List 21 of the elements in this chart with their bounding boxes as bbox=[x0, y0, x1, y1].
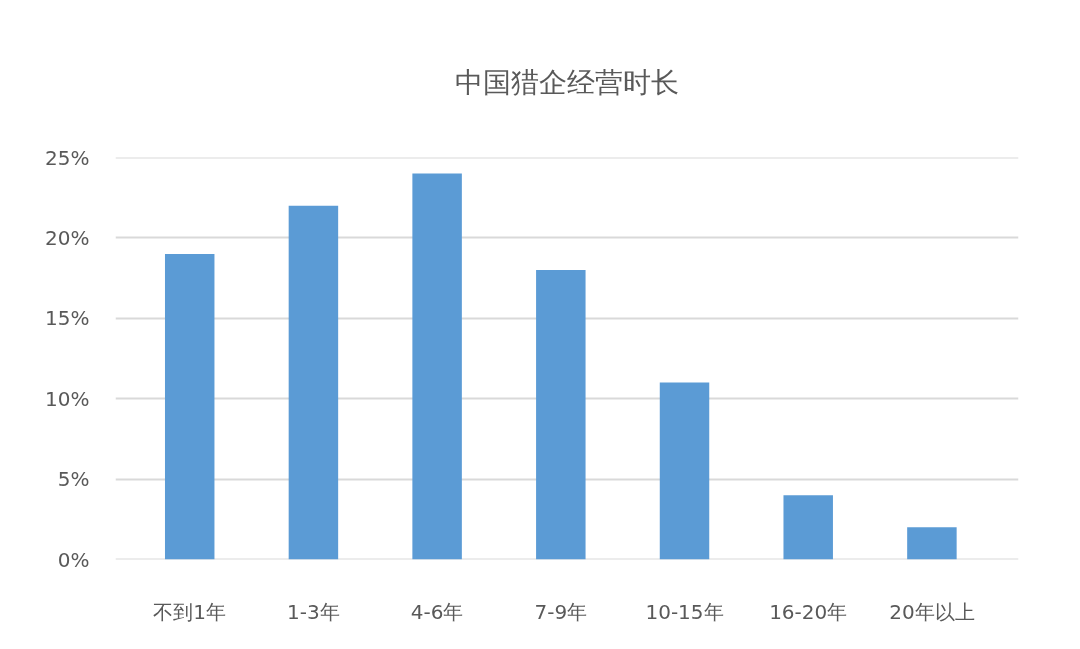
bar bbox=[783, 495, 833, 560]
x-tick-label: 20年以上 bbox=[889, 599, 975, 624]
bar bbox=[164, 253, 215, 560]
y-tick-label: 25% bbox=[45, 145, 90, 170]
x-tick-label: 4-6年 bbox=[410, 599, 464, 624]
x-tick-label: 16-20年 bbox=[769, 599, 848, 624]
bar bbox=[288, 205, 339, 560]
y-tick-label: 0% bbox=[57, 547, 90, 572]
y-tick-label: 15% bbox=[45, 306, 90, 331]
y-tick-label: 20% bbox=[45, 225, 90, 250]
x-tick-label: 不到1年 bbox=[153, 599, 227, 624]
bar bbox=[412, 173, 462, 560]
bar bbox=[536, 270, 586, 560]
y-tick-label: 5% bbox=[57, 467, 90, 492]
bar bbox=[907, 527, 957, 560]
x-tick-label: 1-3年 bbox=[287, 599, 340, 624]
x-tick-label: 10-15年 bbox=[645, 599, 724, 624]
bar bbox=[659, 382, 710, 560]
chart-title: 中国猎企经营时长 bbox=[455, 65, 679, 99]
y-tick-label: 10% bbox=[45, 386, 90, 411]
x-tick-label: 7-9年 bbox=[534, 599, 588, 624]
